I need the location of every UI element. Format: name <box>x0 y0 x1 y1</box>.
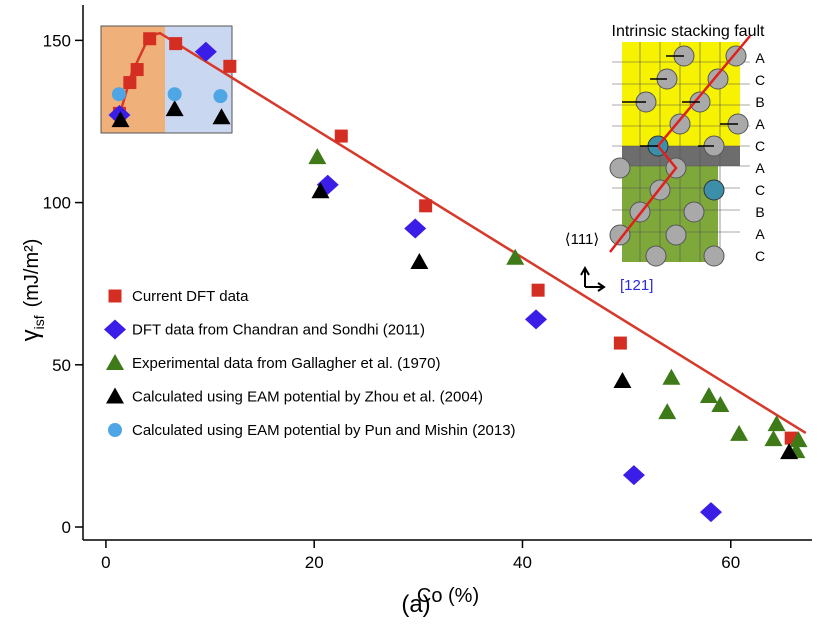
x-tick-label: 40 <box>513 553 532 572</box>
marker-square <box>223 59 237 73</box>
legend-item: DFT data from Chandran and Sondhi (2011) <box>104 319 425 340</box>
marker-triangle <box>506 248 525 265</box>
direction-label: ⟨111⟩ <box>565 231 600 248</box>
marker-diamond <box>104 319 126 340</box>
marker-triangle <box>106 354 124 370</box>
marker-square <box>123 76 137 90</box>
legend-label: Calculated using EAM potential by Pun an… <box>132 422 516 439</box>
marker-square <box>108 289 122 303</box>
marker-triangle <box>662 368 681 385</box>
marker-triangle <box>658 403 677 420</box>
marker-triangle <box>308 148 327 165</box>
marker-triangle <box>106 387 124 404</box>
marker-triangle <box>764 430 783 447</box>
legend-item: Current DFT data <box>108 288 249 305</box>
legend-item: Calculated using EAM potential by Pun an… <box>108 422 516 439</box>
marker-triangle <box>613 372 632 389</box>
x-tick-label: 0 <box>101 553 110 572</box>
marker-diamond <box>194 41 217 62</box>
x-tick-label: 60 <box>721 553 740 572</box>
marker-diamond <box>699 502 722 523</box>
caption: (a) <box>401 591 430 618</box>
marker-square <box>143 32 157 46</box>
stacking-label: A <box>755 160 765 176</box>
marker-circle <box>111 87 126 102</box>
legend-item: Calculated using EAM potential by Zhou e… <box>106 387 483 406</box>
direction-label: [121] <box>620 277 653 294</box>
legend-label: DFT data from Chandran and Sondhi (2011) <box>132 322 425 339</box>
marker-diamond <box>622 465 645 486</box>
stacking-label: C <box>755 248 765 264</box>
stacking-label: A <box>755 50 765 66</box>
marker-square <box>130 63 144 77</box>
y-tick-label: 150 <box>43 31 71 50</box>
y-tick-label: 50 <box>52 356 71 375</box>
legend-label: Current DFT data <box>132 288 249 305</box>
marker-square <box>334 129 348 143</box>
marker-triangle <box>789 431 808 448</box>
x-tick-label: 20 <box>305 553 324 572</box>
legend-label: Experimental data from Gallagher et al. … <box>132 355 441 372</box>
marker-square <box>531 283 545 297</box>
marker-triangle <box>410 252 429 269</box>
legend-label: Calculated using EAM potential by Zhou e… <box>132 389 483 406</box>
stacking-label: A <box>755 116 765 132</box>
y-tick-label: 0 <box>62 518 71 537</box>
marker-circle <box>167 87 182 102</box>
marker-triangle <box>780 443 799 460</box>
stacking-label: B <box>755 204 764 220</box>
stacking-label: C <box>755 72 765 88</box>
marker-diamond <box>525 309 548 330</box>
marker-circle <box>108 423 122 437</box>
marker-triangle <box>212 108 231 125</box>
y-label-symbol: γ <box>17 329 44 341</box>
y-label-unit: (mJ/m²) <box>21 239 43 308</box>
inset-title: Intrinsic stacking fault <box>612 23 766 40</box>
marker-circle <box>213 89 228 104</box>
marker-triangle <box>311 182 330 199</box>
stacking-label: C <box>755 138 765 154</box>
marker-triangle <box>165 100 184 117</box>
marker-diamond <box>404 218 427 239</box>
marker-square <box>169 37 183 51</box>
inset-right <box>580 35 751 292</box>
marker-square <box>419 199 433 213</box>
x-axis-label: Co (%) <box>417 585 479 607</box>
stacking-label: C <box>755 182 765 198</box>
y-label-subscript: isf <box>31 315 47 329</box>
marker-triangle <box>711 396 730 413</box>
y-tick-label: 100 <box>43 194 71 213</box>
stacking-label: A <box>755 226 765 242</box>
y-axis-label: γisf (mJ/m²) <box>17 239 47 342</box>
stacking-label: B <box>755 94 764 110</box>
marker-triangle <box>730 424 749 441</box>
legend-item: Experimental data from Gallagher et al. … <box>106 354 441 372</box>
marker-triangle <box>699 386 718 403</box>
marker-square <box>613 336 627 350</box>
marker-triangle <box>767 415 786 432</box>
marker-triangle <box>111 111 130 128</box>
